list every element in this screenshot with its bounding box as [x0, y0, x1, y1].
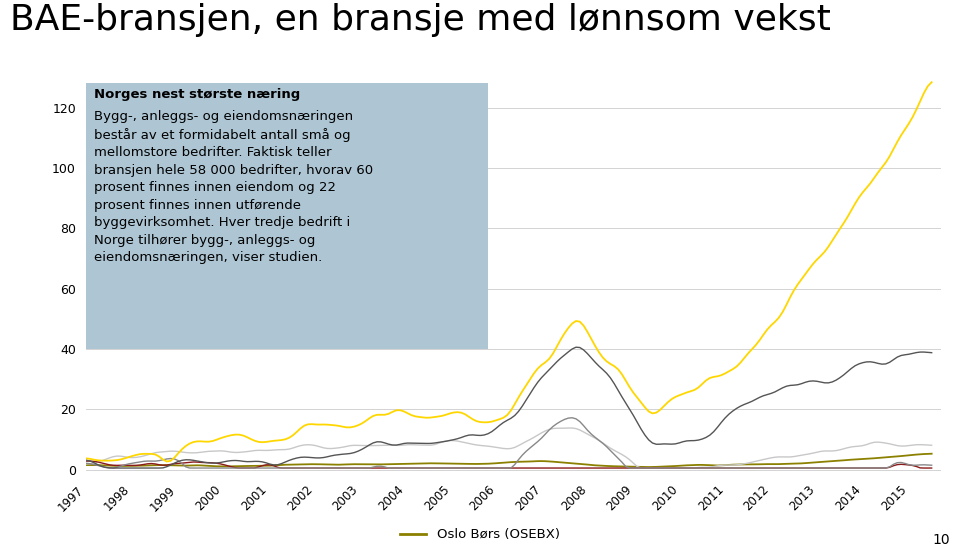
Text: Bygg-, anleggs- og eiendomsnæringen
består av et formidabelt antall små og
mello: Bygg-, anleggs- og eiendomsnæringen best… [94, 110, 373, 264]
Text: BAE-bransjen, en bransje med lønnsom vekst: BAE-bransjen, en bransje med lønnsom vek… [10, 3, 830, 36]
Text: 10: 10 [933, 534, 950, 547]
Text: Norges nest største næring: Norges nest største næring [94, 88, 300, 101]
Legend: Oslo Børs (OSEBX): Oslo Børs (OSEBX) [395, 523, 565, 546]
